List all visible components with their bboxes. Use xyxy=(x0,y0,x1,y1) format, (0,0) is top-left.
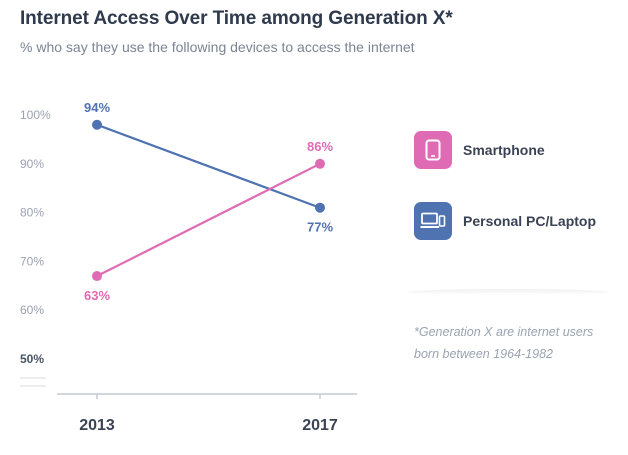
smartphone-icon xyxy=(414,131,452,169)
data-label: 94% xyxy=(84,100,110,115)
y-tick-label: 70% xyxy=(20,254,44,268)
footnote: *Generation X are internet users born be… xyxy=(414,325,594,361)
laptop-icon xyxy=(414,202,452,240)
chart-title: Internet Access Over Time among Generati… xyxy=(20,8,453,29)
data-point xyxy=(92,271,102,282)
data-label: 77% xyxy=(307,220,333,235)
legend-item-smartphone: Smartphone xyxy=(414,131,545,169)
legend-label-laptop: Personal PC/Laptop xyxy=(463,213,597,229)
data-point xyxy=(92,119,102,130)
legend-item-laptop: Personal PC/Laptop xyxy=(414,202,596,240)
data-label: 63% xyxy=(84,288,110,303)
series-line xyxy=(96,123,321,209)
y-tick-label: 90% xyxy=(20,157,44,171)
data-point xyxy=(315,202,325,213)
series-line xyxy=(96,162,321,278)
legend-label-smartphone: Smartphone xyxy=(463,142,545,158)
legend-divider xyxy=(408,289,608,295)
data-point xyxy=(315,158,325,169)
y-tick-label: 60% xyxy=(20,303,44,317)
y-tick-label: 80% xyxy=(20,206,44,220)
y-tick-label: 50% xyxy=(20,352,44,366)
data-label: 86% xyxy=(307,139,333,154)
y-tick-label: 100% xyxy=(20,108,51,122)
x-tick-label: 2017 xyxy=(302,417,338,434)
x-tick-label: 2013 xyxy=(79,417,115,434)
chart-subtitle: % who say they use the following devices… xyxy=(20,39,415,55)
